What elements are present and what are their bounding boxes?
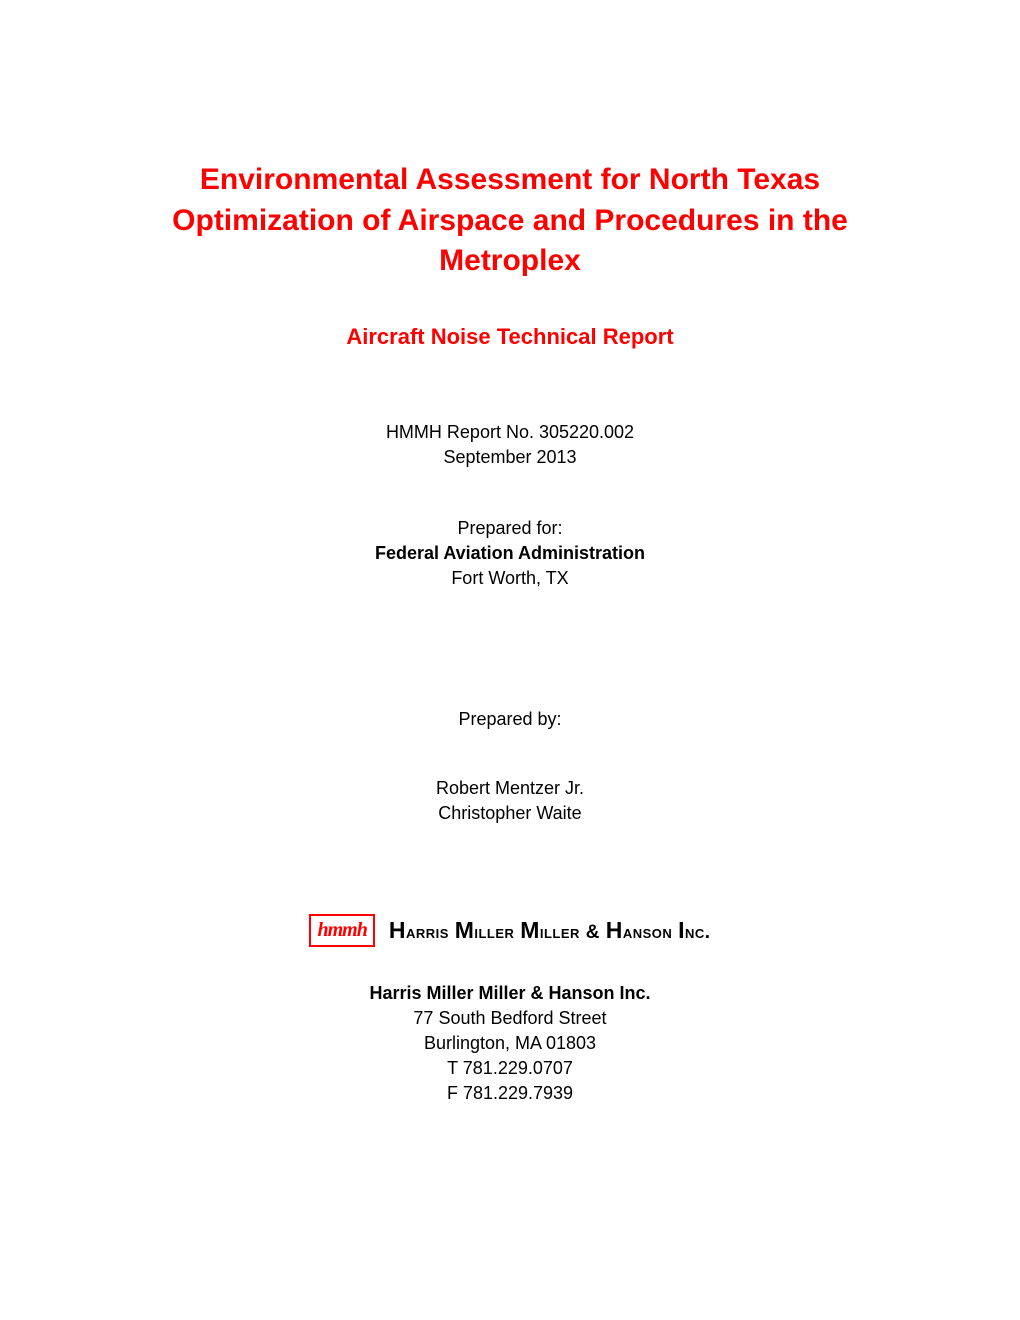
company-logo: hmmh Harris Miller Miller & Hanson Inc. (110, 914, 910, 947)
author-2: Christopher Waite (110, 803, 910, 824)
company-fax: F 781.229.7939 (110, 1083, 910, 1104)
report-number: HMMH Report No. 305220.002 (110, 422, 910, 443)
author-1: Robert Mentzer Jr. (110, 778, 910, 799)
company-street: 77 South Bedford Street (110, 1008, 910, 1029)
report-date: September 2013 (110, 447, 910, 468)
prepared-for-location: Fort Worth, TX (110, 568, 910, 589)
prepared-by-label: Prepared by: (110, 709, 910, 730)
company-name: Harris Miller Miller & Hanson Inc. (110, 983, 910, 1004)
prepared-for-org: Federal Aviation Administration (110, 543, 910, 564)
prepared-for-label: Prepared for: (110, 518, 910, 539)
subtitle: Aircraft Noise Technical Report (110, 324, 910, 350)
logo-wordmark: Harris Miller Miller & Hanson Inc. (389, 917, 711, 944)
company-telephone: T 781.229.0707 (110, 1058, 910, 1079)
main-title: Environmental Assessment for North Texas… (110, 160, 910, 282)
document-page: Environmental Assessment for North Texas… (0, 0, 1020, 1320)
company-city: Burlington, MA 01803 (110, 1033, 910, 1054)
logo-mark: hmmh (309, 914, 374, 947)
